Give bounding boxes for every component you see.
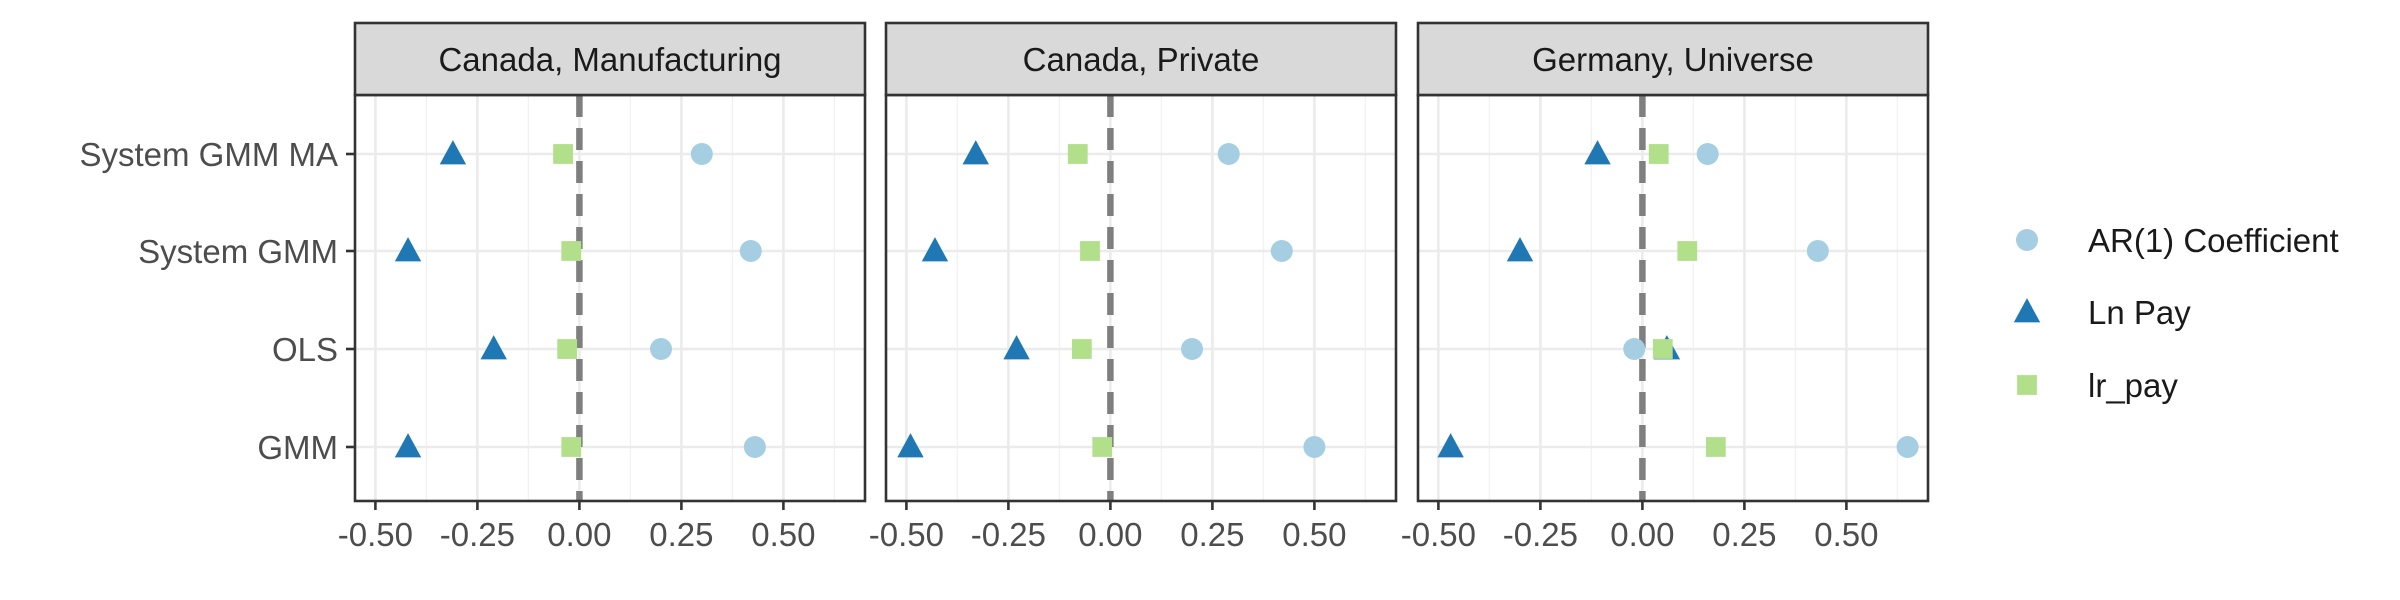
point-lr-pay-ols	[1652, 339, 1673, 359]
point-ar-1-coefficient-system-gmm	[1270, 240, 1293, 262]
x-tick-label: 0.50	[1282, 516, 1346, 553]
point-lr-pay-gmm	[1092, 437, 1113, 457]
x-tick-label: 0.50	[1814, 516, 1878, 553]
panel-background	[1418, 95, 1928, 501]
point-ar-1-coefficient-ols	[1181, 338, 1203, 360]
strip-background	[884, 21, 1398, 97]
point-ln-pay-ols	[1003, 335, 1030, 360]
x-tick-label: 0.00	[547, 516, 611, 553]
legend-item-lr-pay: lr_pay	[2017, 367, 2178, 404]
y-tick-label-ols: OLS	[272, 331, 338, 368]
panel-title: Canada, Private	[1023, 41, 1260, 78]
legend-key-ar-1-coefficient	[2016, 229, 2038, 251]
point-ar-1-coefficient-gmm	[743, 436, 766, 458]
point-ln-pay-gmm	[897, 433, 924, 458]
y-tick-label-system-gmm-ma: System GMM MA	[79, 136, 338, 173]
panel-title: Canada, Manufacturing	[438, 41, 781, 78]
point-ar-1-coefficient-gmm	[1303, 436, 1326, 458]
x-tick-label: -0.25	[440, 516, 515, 553]
legend-key-ln-pay	[2013, 298, 2041, 323]
y-axis: System GMM MA System GMM OLS GMM	[79, 136, 355, 466]
point-ln-pay-system-gmm-ma	[1584, 140, 1611, 165]
x-tick-label: -0.50	[338, 516, 413, 553]
point-lr-pay-system-gmm-ma	[1067, 144, 1088, 164]
point-ar-1-coefficient-ols	[650, 338, 672, 360]
x-axis: -0.50 -0.25 0.00 0.25 0.50	[869, 501, 1347, 553]
legend-item-ln-pay: Ln Pay	[2013, 294, 2191, 331]
point-lr-pay-ols	[557, 339, 578, 359]
point-ln-pay-system-gmm-ma	[439, 140, 467, 165]
x-tick-label: -0.50	[1401, 516, 1476, 553]
y-tick-label-system-gmm: System GMM	[138, 233, 338, 270]
legend-key-lr-pay	[2017, 375, 2037, 395]
y-tick-label-gmm: GMM	[257, 429, 338, 466]
point-ar-1-coefficient-ols	[1623, 338, 1646, 360]
point-lr-pay-system-gmm	[1080, 241, 1100, 261]
x-tick-label: -0.50	[869, 516, 944, 553]
legend-label: Ln Pay	[2088, 294, 2191, 331]
x-tick-label: 0.25	[1712, 516, 1776, 553]
x-tick-label: -0.25	[1503, 516, 1578, 553]
strip-background	[1416, 21, 1930, 97]
point-ar-1-coefficient-system-gmm	[739, 240, 762, 262]
point-ln-pay-system-gmm	[921, 237, 949, 262]
panel-germany-universe: Germany, Universe -0.50 -0.25 0.00 0.25 0.50	[1401, 21, 1930, 553]
legend-label: lr_pay	[2088, 367, 2178, 404]
panel-canada-manufacturing: Canada, Manufacturing -0.50 -0.25 0.00 0.25 0…	[338, 21, 867, 553]
point-ln-pay-system-gmm-ma	[962, 140, 989, 165]
x-tick-label: 0.25	[649, 516, 713, 553]
point-ar-1-coefficient-system-gmm-ma	[1696, 143, 1719, 165]
point-lr-pay-system-gmm-ma	[553, 144, 573, 164]
point-ln-pay-gmm	[394, 433, 422, 458]
point-ar-1-coefficient-system-gmm-ma	[690, 143, 713, 165]
x-tick-label: 0.25	[1180, 516, 1244, 553]
x-tick-label: -0.25	[971, 516, 1046, 553]
x-tick-label: 0.00	[1078, 516, 1142, 553]
point-lr-pay-system-gmm	[1677, 241, 1698, 261]
panel-title: Germany, Universe	[1532, 41, 1814, 78]
point-lr-pay-system-gmm-ma	[1648, 144, 1669, 164]
facet-panels: Canada, Manufacturing -0.50 -0.25 0.00 0.25 0…	[338, 21, 1930, 553]
point-ar-1-coefficient-system-gmm-ma	[1217, 143, 1240, 165]
point-ar-1-coefficient-system-gmm	[1806, 240, 1829, 262]
legend: AR(1) Coefficient Ln Pay lr_pay	[2013, 222, 2339, 404]
panel-canada-private: Canada, Private -0.50 -0.25 0.00 0.25 0.50	[869, 21, 1398, 553]
x-tick-label: 0.00	[1610, 516, 1674, 553]
point-ln-pay-ols	[480, 335, 507, 360]
point-ln-pay-gmm	[1437, 433, 1464, 458]
point-lr-pay-ols	[1071, 339, 1092, 359]
legend-label: AR(1) Coefficient	[2088, 222, 2339, 259]
panel-background	[355, 95, 865, 501]
point-ar-1-coefficient-gmm	[1896, 436, 1919, 458]
x-axis: -0.50 -0.25 0.00 0.25 0.50	[338, 501, 816, 553]
point-lr-pay-gmm	[561, 437, 582, 457]
legend-item-ar-1-coefficient: AR(1) Coefficient	[2016, 222, 2339, 259]
point-lr-pay-system-gmm	[561, 241, 582, 261]
x-tick-label: 0.50	[751, 516, 815, 553]
x-axis: -0.50 -0.25 0.00 0.25 0.50	[1401, 501, 1879, 553]
point-ln-pay-system-gmm	[394, 237, 422, 262]
point-lr-pay-gmm	[1705, 437, 1726, 457]
strip-background	[353, 21, 867, 97]
point-ln-pay-system-gmm	[1506, 237, 1534, 262]
